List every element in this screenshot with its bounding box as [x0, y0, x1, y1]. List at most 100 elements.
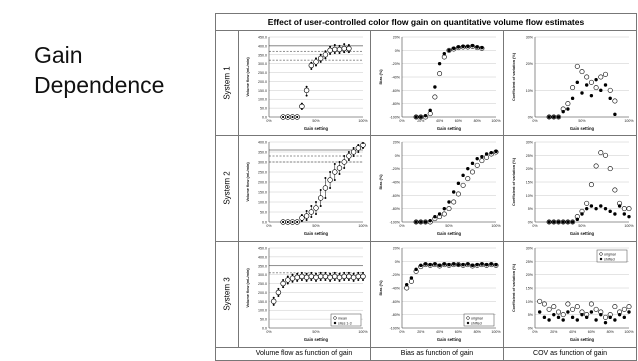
row-label-text: System 2 [222, 171, 232, 205]
y-tick-label: 30% [526, 247, 534, 251]
y-tick-label: 0% [395, 260, 401, 264]
y-tick-label: 10% [526, 89, 534, 93]
shifted-point [470, 161, 475, 166]
y-tick-label: 450.0 [258, 247, 267, 251]
site-point [329, 187, 332, 189]
site-point [343, 271, 346, 274]
figure-title: Effect of user-controlled color flow gai… [216, 14, 636, 31]
y-tick-label: 25% [526, 260, 534, 264]
legend-box [330, 313, 362, 327]
y-tick-label: 300.0 [258, 62, 267, 66]
y-tick-label: 100.0 [258, 309, 267, 313]
y-tick-label: 0.0 [262, 327, 267, 331]
shifted-point [566, 107, 570, 111]
x-tick-label: 50% [445, 224, 453, 228]
site-point [324, 197, 327, 199]
shifted-point [451, 46, 456, 51]
shifted-point [575, 217, 580, 222]
y-axis-label: Coefficient of variation (%) [512, 157, 516, 206]
site-point [324, 57, 327, 60]
original-point [437, 71, 443, 77]
y-tick-label: 15% [526, 287, 534, 291]
original-point [474, 162, 480, 168]
mean-point [350, 149, 357, 155]
original-point [603, 152, 609, 158]
x-tick-label: 100% [624, 119, 634, 123]
y-tick-label: 400.0 [258, 255, 267, 259]
row-divider [216, 347, 636, 348]
shifted-point [594, 318, 598, 322]
shifted-point [627, 214, 631, 219]
shifted-point [589, 310, 594, 314]
mean-point [341, 273, 347, 280]
site-point [324, 279, 327, 281]
site-point [347, 44, 350, 46]
original-point [441, 211, 447, 217]
y-tick-label: -100% [390, 221, 401, 225]
shifted-point [599, 312, 603, 317]
y-tick-label: 5% [528, 207, 534, 211]
site-point [315, 64, 317, 67]
original-point [593, 85, 599, 91]
mean-point [355, 145, 362, 151]
site-point [319, 60, 322, 63]
site-point [291, 221, 294, 223]
shifted-point [542, 315, 547, 320]
y-tick-label: 250.0 [258, 171, 267, 175]
site-point [277, 287, 280, 290]
mean-point [299, 215, 305, 221]
shifted-point [584, 206, 589, 211]
shifted-point [580, 212, 584, 216]
shifted-point [461, 173, 465, 178]
column-label-bias: Bias as function of gain [400, 350, 474, 357]
site-point [347, 279, 350, 281]
original-point [451, 199, 457, 205]
site-point [282, 116, 285, 118]
site-point [329, 171, 332, 173]
shifted-point [561, 220, 565, 224]
x-tick-label: 100% [491, 330, 501, 334]
shifted-point [419, 263, 423, 268]
y-tick-label: 10% [526, 194, 534, 198]
site-point [338, 279, 341, 282]
shifted-point [480, 45, 484, 50]
mean-point [299, 273, 305, 280]
original-point [408, 278, 414, 284]
x-tick-label: 100% [358, 330, 368, 334]
shifted-point [589, 204, 594, 208]
shifted-point [475, 156, 479, 161]
panel-s3-cov: 0% 5% 10% 15% 20% 25% 30% 0% 20% 40% 60% 80% 100% Gai… [505, 242, 635, 351]
shifted-point [556, 115, 561, 119]
row-label-system-3: System 3 [216, 241, 239, 347]
y-axis-label: Bias (%) [379, 280, 383, 296]
site-point [310, 216, 313, 218]
chart-s1-bias: -100% -80% -60% -40% -20% 0% 20% 0% 20% 40% 60% 80%… [379, 36, 501, 132]
original-point [470, 169, 476, 175]
legend-box [463, 313, 495, 327]
mean-point [303, 213, 310, 219]
shifted-point [470, 263, 475, 268]
panel-s1-cov: 0% 10% 20% 30% 0% 50% 100% Gain setting Coeffici… [505, 31, 635, 140]
original-point [588, 182, 594, 188]
shifted-point [599, 204, 603, 208]
site-point [357, 151, 360, 153]
panel-s3-volume: 0.0 50.0 100.0 150.0 200.0 250.0 300.0 350.0 400… [239, 242, 369, 351]
y-tick-label: 30% [526, 141, 534, 145]
site-point [310, 271, 313, 274]
site-point [338, 52, 341, 54]
y-tick-label: -20% [392, 167, 401, 171]
shifted-point [608, 96, 612, 101]
site-point [343, 43, 346, 46]
y-tick-label: -80% [392, 313, 401, 317]
shifted-point [437, 61, 442, 66]
row-divider [216, 135, 636, 136]
shifted-point [414, 115, 418, 119]
original-point [546, 306, 552, 312]
mean-point [313, 205, 319, 211]
mean-point [280, 280, 286, 287]
original-point [446, 206, 452, 212]
site-point [338, 272, 341, 275]
legend-label: original [471, 316, 483, 320]
original-point [588, 79, 594, 85]
site-point [352, 155, 355, 157]
